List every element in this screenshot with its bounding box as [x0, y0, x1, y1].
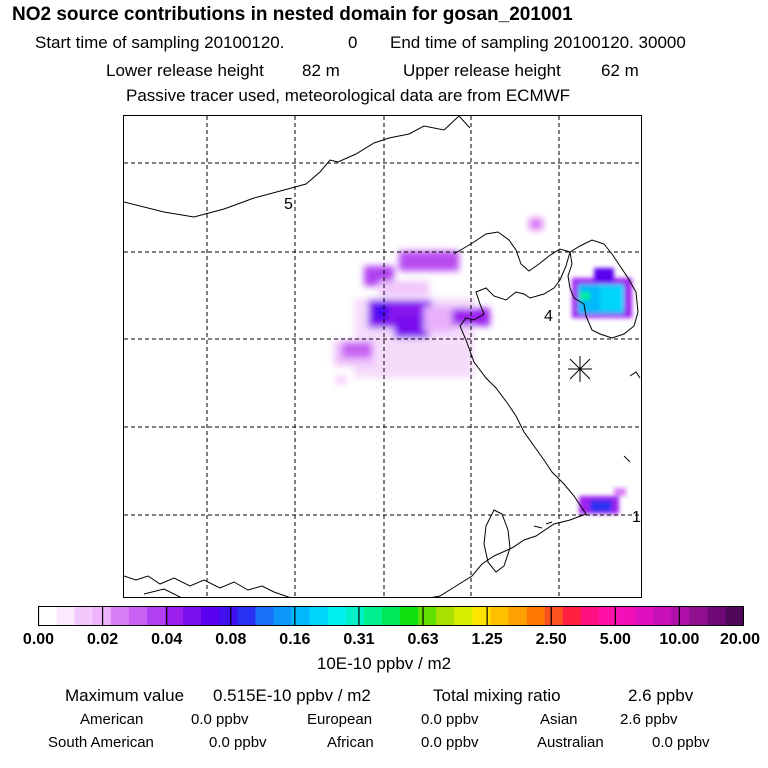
max-value-label: Maximum value — [65, 686, 185, 705]
colorbar-swatch — [472, 606, 491, 626]
colorbar-swatch — [273, 606, 292, 626]
region-american-name: American — [80, 711, 144, 728]
colorbar-swatch — [345, 606, 365, 626]
concentration-field — [334, 218, 632, 514]
region-australian-value: 0.0 ppbv — [652, 734, 710, 751]
colorbar-swatch — [74, 606, 94, 626]
colorbar-tick-label: 0.04 — [151, 631, 183, 648]
colorbar-swatch — [165, 606, 184, 626]
map-label-5: 5 — [284, 196, 293, 213]
map-panel: 5 4 1 — [123, 115, 642, 598]
colorbar-swatch — [146, 606, 166, 626]
colorbar-swatch — [110, 606, 130, 626]
colorbar-tick-label: 10.00 — [659, 631, 700, 648]
coastlines — [124, 116, 641, 597]
colorbar-tick-label: 0.00 — [22, 631, 55, 648]
region-african-value: 0.0 ppbv — [421, 734, 479, 751]
map-canvas: 5 4 1 — [124, 116, 641, 597]
colorbar-swatch — [580, 606, 600, 626]
colorbar-swatch — [92, 606, 112, 626]
lat-lon-grid — [124, 116, 641, 597]
colorbar-swatch — [653, 606, 672, 626]
colorbar-swatch — [707, 606, 726, 626]
plume-china — [334, 218, 543, 384]
start-time-label: Start time of sampling 20100120. — [35, 33, 285, 52]
colorbar-tick-label: 5.00 — [599, 631, 631, 648]
colorbar-swatch — [544, 606, 564, 626]
upper-release-label: Upper release height — [403, 61, 561, 80]
colorbar-tick-label: 0.31 — [343, 631, 375, 648]
colorbar-tick-label: 0.08 — [215, 631, 247, 648]
colorbar-swatch — [291, 606, 310, 626]
max-value: 0.515E-10 ppbv / m2 — [213, 686, 371, 705]
colorbar-border — [38, 606, 744, 626]
colorbar-swatch — [490, 606, 509, 626]
map-label-1: 1 — [632, 509, 641, 526]
total-mixing-label: Total mixing ratio — [433, 686, 561, 705]
colorbar-swatch — [454, 606, 473, 626]
colorbar-swatch — [436, 606, 455, 626]
colorbar-swatch — [237, 606, 256, 626]
colorbar-swatch — [671, 606, 690, 626]
colorbar-swatch — [418, 606, 437, 626]
lower-release-value: 82 m — [302, 61, 340, 80]
region-south-american-value: 0.0 ppbv — [209, 734, 267, 751]
colorbar-swatch — [400, 606, 419, 626]
upper-release-value: 62 m — [601, 61, 639, 80]
colorbar-swatch — [309, 606, 329, 626]
colorbar-swatch — [255, 606, 274, 626]
plume-south — [579, 488, 626, 514]
colorbar-swatch — [635, 606, 654, 626]
colorbar-swatch — [689, 606, 708, 626]
asterisk-icon — [568, 356, 592, 382]
colorbar-tick-label: 0.63 — [407, 631, 439, 648]
colorbar-swatch — [381, 606, 401, 626]
region-african-name: African — [327, 734, 374, 751]
plume-korea — [572, 268, 632, 318]
region-asian-name: Asian — [540, 711, 578, 728]
colorbar-units: 10E-10 ppbv / m2 — [316, 654, 452, 673]
map-label-4: 4 — [544, 308, 553, 325]
colorbar-swatch — [219, 606, 238, 626]
colorbar-swatch — [128, 606, 148, 626]
start-time-hour: 0 — [348, 33, 358, 52]
colorbar-swatch — [526, 606, 545, 626]
colorbar-swatch — [363, 606, 383, 626]
colorbar-swatch — [562, 606, 582, 626]
total-mixing-value: 2.6 ppbv — [628, 686, 694, 705]
region-south-american-name: South American — [48, 734, 154, 751]
end-time-label: End time of sampling 20100120. 30000 — [390, 33, 686, 52]
colorbar-tick-label: 0.02 — [87, 631, 119, 648]
colorbar-swatch — [201, 606, 220, 626]
colorbar-tick-label: 20.00 — [719, 631, 761, 648]
colorbar-swatch — [598, 606, 618, 626]
region-european-value: 0.0 ppbv — [421, 711, 479, 728]
colorbar-swatch — [56, 606, 75, 626]
lower-release-label: Lower release height — [106, 61, 264, 80]
colorbar-tick-label: 2.50 — [535, 631, 567, 648]
region-american-value: 0.0 ppbv — [191, 711, 249, 728]
tracer-note: Passive tracer used, meteorological data… — [126, 86, 571, 105]
region-asian-value: 2.6 ppbv — [620, 711, 678, 728]
colorbar-swatch — [508, 606, 527, 626]
region-australian-name: Australian — [537, 734, 604, 751]
region-european-name: European — [307, 711, 373, 728]
colorbar-tick-label: 1.25 — [471, 631, 503, 648]
plot-title: NO2 source contributions in nested domai… — [12, 4, 573, 25]
colorbar-swatch — [38, 606, 57, 626]
colorbar-swatch — [327, 606, 347, 626]
colorbar-tick-label: 0.16 — [279, 631, 311, 648]
colorbar-swatch — [616, 606, 636, 626]
colorbar — [38, 606, 744, 626]
colorbar-swatch — [725, 606, 744, 626]
colorbar-swatch — [183, 606, 202, 626]
